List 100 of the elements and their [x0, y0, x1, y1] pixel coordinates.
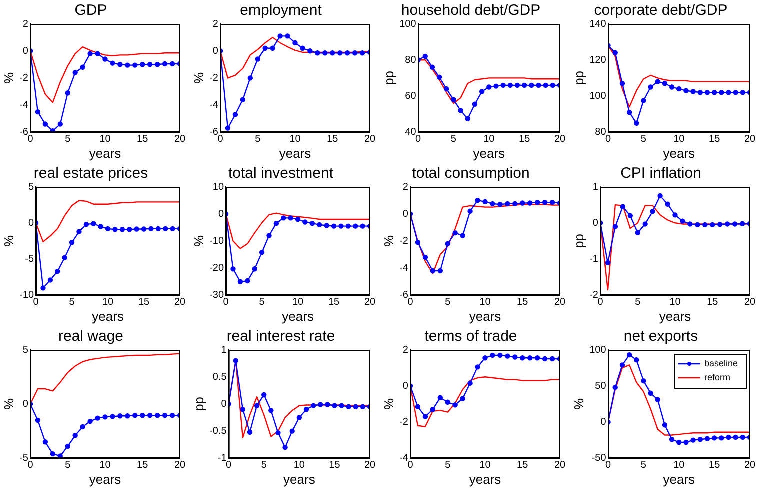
- y-axis-title: %: [191, 72, 206, 84]
- y-tick-label: 0: [22, 398, 29, 410]
- y-tick-label: 0: [218, 208, 224, 220]
- y-axis-title: pp: [571, 70, 586, 86]
- x-tick-label: 15: [517, 297, 529, 308]
- x-axis-title: years: [469, 472, 502, 487]
- x-tick-label: 15: [709, 460, 721, 472]
- x-tick-label: 10: [484, 134, 496, 146]
- x-axis-title: years: [279, 146, 312, 161]
- x-tick-label: 5: [255, 134, 262, 146]
- chart-title: corporate debt/GDP: [594, 2, 728, 20]
- y-tick-label: 0: [221, 398, 228, 410]
- chart-title: net exports: [624, 328, 698, 346]
- y-tick-label: -4: [400, 453, 409, 464]
- legend-label: reform: [704, 372, 730, 382]
- x-tick-label: 20: [554, 460, 566, 472]
- y-tick-label: 0: [22, 46, 29, 57]
- x-tick-label: 10: [674, 460, 686, 472]
- y-axis-title: %: [1, 398, 16, 410]
- x-tick-label: 5: [259, 297, 266, 308]
- y-tick-label: 140: [590, 18, 607, 30]
- y-tick-label: 0: [402, 208, 409, 220]
- y-tick-label: 50: [595, 380, 607, 392]
- x-tick-label: 10: [674, 134, 686, 146]
- x-axis-title: years: [663, 472, 696, 487]
- x-tick-label: 20: [174, 297, 186, 308]
- y-tick-label: -30: [210, 290, 224, 302]
- y-tick-label: -20: [210, 263, 224, 274]
- x-tick-label: 20: [174, 460, 186, 472]
- x-axis-title: years: [89, 146, 122, 161]
- x-tick-label: 5: [445, 297, 452, 308]
- y-tick-label: 2: [212, 18, 219, 30]
- x-tick-label: 5: [445, 460, 452, 472]
- x-tick-label: 10: [480, 297, 492, 308]
- y-tick-label: 0: [600, 417, 607, 428]
- y-tick-label: -2: [590, 290, 599, 302]
- y-tick-label: -2: [400, 417, 409, 428]
- y-axis-title: %: [1, 234, 16, 247]
- y-tick-label: 1: [592, 182, 599, 193]
- y-tick-label: -4: [400, 263, 409, 274]
- y-tick-label: 0: [212, 46, 219, 57]
- chart-title: real wage: [58, 328, 124, 346]
- x-axis-title: years: [659, 308, 692, 324]
- x-tick-label: 5: [65, 460, 72, 472]
- x-axis-title: years: [663, 146, 696, 161]
- y-tick-label: -2: [400, 236, 409, 247]
- y-tick-label: -6: [210, 127, 219, 138]
- y-tick-label: 2: [402, 182, 409, 193]
- x-axis-title: years: [282, 308, 314, 324]
- y-axis-title: %: [1, 72, 16, 84]
- y-tick-label: 120: [590, 54, 607, 66]
- chart-title: CPI inflation: [620, 165, 702, 182]
- y-tick-label: 80: [405, 54, 417, 66]
- y-tick-label: -6: [20, 127, 29, 138]
- y-axis-title: pp: [571, 234, 586, 248]
- x-tick-label: 5: [261, 460, 268, 472]
- x-tick-label: 20: [744, 297, 756, 308]
- x-tick-label: 20: [364, 134, 376, 146]
- x-tick-label: 5: [69, 297, 76, 308]
- x-tick-label: 10: [292, 297, 304, 308]
- y-tick-label: 0: [28, 218, 34, 229]
- chart-title: terms of trade: [424, 328, 518, 346]
- y-tick-label: -50: [592, 453, 607, 464]
- chart-title: total consumption: [412, 165, 530, 182]
- chart-title: employment: [240, 2, 323, 20]
- y-tick-label: -5: [25, 254, 34, 266]
- y-tick-label: -6: [400, 290, 409, 302]
- x-tick-label: 15: [329, 460, 341, 472]
- x-tick-label: 5: [640, 460, 647, 472]
- y-tick-label: -2: [20, 72, 29, 84]
- x-tick-label: 20: [364, 460, 376, 472]
- x-tick-label: 10: [100, 460, 112, 472]
- y-tick-label: 2: [22, 18, 29, 30]
- x-axis-title: years: [469, 308, 502, 324]
- x-tick-label: 20: [174, 134, 186, 146]
- y-tick-label: 1: [221, 344, 228, 356]
- y-tick-label: 100: [400, 18, 417, 30]
- x-tick-label: 15: [517, 460, 529, 472]
- y-tick-label: 0: [592, 218, 599, 229]
- x-tick-label: 20: [364, 297, 376, 308]
- y-axis-title: %: [381, 398, 396, 410]
- y-tick-label: 0.5: [212, 372, 228, 383]
- x-tick-label: 10: [290, 134, 302, 146]
- x-tick-label: 5: [450, 134, 457, 146]
- x-tick-label: 10: [102, 297, 114, 308]
- y-tick-label: 2: [402, 344, 409, 356]
- chart-title: household debt/GDP: [401, 2, 541, 20]
- x-tick-label: 15: [707, 297, 719, 308]
- x-tick-label: 20: [744, 460, 756, 472]
- y-tick-label: 80: [595, 127, 607, 138]
- y-tick-label: 0: [402, 380, 409, 392]
- x-tick-label: 5: [65, 134, 72, 146]
- x-tick-label: 15: [328, 297, 340, 308]
- x-tick-label: 20: [554, 297, 566, 308]
- y-tick-label: 10: [212, 182, 224, 193]
- y-axis-title: %: [381, 234, 396, 247]
- x-tick-label: 15: [137, 134, 149, 146]
- x-tick-label: 15: [709, 134, 721, 146]
- y-tick-label: 60: [405, 91, 417, 102]
- x-tick-label: 15: [138, 297, 150, 308]
